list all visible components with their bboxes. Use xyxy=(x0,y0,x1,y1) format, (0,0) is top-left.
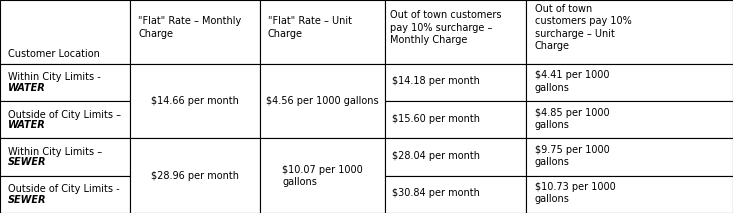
Bar xyxy=(385,138,526,176)
Bar xyxy=(260,138,385,213)
Text: $14.66 per month: $14.66 per month xyxy=(152,96,239,106)
Text: "Flat" Rate – Monthly
Charge: "Flat" Rate – Monthly Charge xyxy=(139,16,241,39)
Text: $28.04 per month: $28.04 per month xyxy=(392,151,480,161)
Bar xyxy=(526,176,733,213)
Bar xyxy=(0,176,130,213)
Bar xyxy=(526,0,733,64)
Text: Out of town
customers pay 10%
surcharge – Unit
Charge: Out of town customers pay 10% surcharge … xyxy=(534,4,631,51)
Bar xyxy=(130,138,260,213)
Bar xyxy=(385,101,526,138)
Bar xyxy=(260,64,385,138)
Bar xyxy=(526,101,733,138)
Text: Within City Limits -: Within City Limits - xyxy=(8,72,100,82)
Bar xyxy=(385,176,526,213)
Text: $4.41 per 1000
gallons: $4.41 per 1000 gallons xyxy=(534,70,609,93)
Text: SEWER: SEWER xyxy=(8,195,46,204)
Text: "Flat" Rate – Unit
Charge: "Flat" Rate – Unit Charge xyxy=(268,16,352,39)
Bar xyxy=(526,64,733,101)
Bar xyxy=(0,101,130,138)
Text: $10.73 per 1000
gallons: $10.73 per 1000 gallons xyxy=(534,182,615,204)
Bar xyxy=(0,138,130,176)
Text: $4.56 per 1000 gallons: $4.56 per 1000 gallons xyxy=(266,96,379,106)
Text: $4.85 per 1000
gallons: $4.85 per 1000 gallons xyxy=(534,108,609,130)
Text: Within City Limits –: Within City Limits – xyxy=(8,147,102,157)
Text: Outside of City Limits –: Outside of City Limits – xyxy=(8,110,121,119)
Text: Outside of City Limits -: Outside of City Limits - xyxy=(8,184,119,194)
Text: $14.18 per month: $14.18 per month xyxy=(392,76,480,86)
Bar xyxy=(260,0,385,64)
Bar xyxy=(0,0,130,64)
Text: $9.75 per 1000
gallons: $9.75 per 1000 gallons xyxy=(534,145,609,167)
Text: WATER: WATER xyxy=(8,83,45,93)
Bar xyxy=(0,64,130,101)
Bar xyxy=(526,138,733,176)
Text: $30.84 per month: $30.84 per month xyxy=(392,188,480,198)
Text: Customer Location: Customer Location xyxy=(8,49,100,59)
Bar xyxy=(130,0,260,64)
Text: $28.96 per month: $28.96 per month xyxy=(151,171,240,181)
Text: SEWER: SEWER xyxy=(8,157,46,167)
Text: Out of town customers
pay 10% surcharge –
Monthly Charge: Out of town customers pay 10% surcharge … xyxy=(391,10,502,45)
Bar xyxy=(130,64,260,138)
Bar xyxy=(385,64,526,101)
Text: $10.07 per 1000
gallons: $10.07 per 1000 gallons xyxy=(282,164,363,187)
Bar xyxy=(385,0,526,64)
Text: $15.60 per month: $15.60 per month xyxy=(392,114,480,124)
Text: WATER: WATER xyxy=(8,120,45,130)
